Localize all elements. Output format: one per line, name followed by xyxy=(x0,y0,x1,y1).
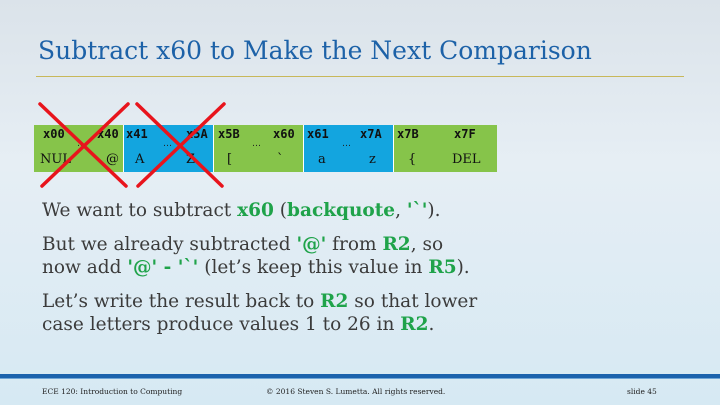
ellipsis: … xyxy=(342,139,352,149)
text: But we already subtracted xyxy=(42,234,297,255)
highlight-expression: '@' - '`' xyxy=(127,257,199,278)
text: Let’s write the result back to xyxy=(42,291,321,312)
ascii-segment-symbols-2: x5B x60 … [ ` xyxy=(214,125,304,172)
text: ). xyxy=(456,257,470,278)
from-code: x61 xyxy=(307,127,329,141)
highlight-register: R2 xyxy=(320,291,349,312)
footer-course: ECE 120: Introduction to Computing xyxy=(42,387,183,396)
to-char: Z xyxy=(186,152,196,167)
highlight-term: backquote xyxy=(287,200,396,221)
from-char: { xyxy=(408,152,417,167)
highlight-register: R2 xyxy=(400,314,429,335)
title-divider xyxy=(36,76,684,77)
from-char: a xyxy=(318,152,326,167)
footer-bar-accent xyxy=(0,378,720,379)
highlight-register: R5 xyxy=(428,257,457,278)
text: now add xyxy=(42,257,128,278)
text: so that lower xyxy=(348,291,478,312)
to-char: DEL xyxy=(452,152,481,167)
ascii-segment-lowercase: x61 x7A … a z xyxy=(304,125,394,172)
highlight-char: '@' xyxy=(296,234,327,255)
slide-body: We want to subtract x60 (backquote, '`')… xyxy=(42,199,682,347)
paragraph-2: But we already subtracted '@' from R2, s… xyxy=(42,233,682,279)
to-code: x7A xyxy=(360,127,382,141)
ascii-range-table: x00 x40 … NUL @ x41 x5A … A Z x5B x60 … … xyxy=(34,125,497,172)
text: ( xyxy=(273,200,288,221)
ascii-segment-control-symbols: x00 x40 … NUL @ xyxy=(34,125,124,172)
paragraph-3: Let’s write the result back to R2 so tha… xyxy=(42,290,682,336)
from-char: NUL xyxy=(40,152,71,167)
from-code: x41 xyxy=(126,127,148,141)
text: . xyxy=(428,314,435,335)
from-code: x5B xyxy=(218,127,240,141)
to-code: x60 xyxy=(273,127,295,141)
highlight-code: x60 xyxy=(237,200,274,221)
from-code: x00 xyxy=(43,127,65,141)
to-code: x5A xyxy=(186,127,208,141)
text: , xyxy=(395,200,407,221)
text: from xyxy=(326,234,383,255)
to-char: ` xyxy=(277,152,284,167)
footer-copyright: © 2016 Steven S. Lumetta. All rights res… xyxy=(266,387,446,396)
to-char: @ xyxy=(106,152,119,167)
text: ). xyxy=(427,200,441,221)
slide-title: Subtract x60 to Make the Next Comparison xyxy=(38,36,592,65)
text: (let’s keep this value in xyxy=(198,257,429,278)
ellipsis: … xyxy=(252,139,262,149)
from-code: x7B xyxy=(397,127,419,141)
ellipsis: … xyxy=(163,139,173,149)
paragraph-1: We want to subtract x60 (backquote, '`')… xyxy=(42,199,682,222)
highlight-char: '`' xyxy=(406,200,428,221)
footer-slide-number: slide 45 xyxy=(627,387,657,396)
to-char: z xyxy=(369,152,376,167)
to-code: x40 xyxy=(97,127,119,141)
highlight-register: R2 xyxy=(382,234,411,255)
ascii-segment-symbols-3: x7B x7F { DEL xyxy=(394,125,497,172)
ellipsis: … xyxy=(77,139,87,149)
text: We want to subtract xyxy=(42,200,238,221)
from-char: [ xyxy=(227,152,233,167)
from-char: A xyxy=(135,152,145,167)
footer-bar xyxy=(0,374,720,378)
text: , so xyxy=(410,234,444,255)
to-code: x7F xyxy=(454,127,476,141)
ascii-segment-uppercase: x41 x5A … A Z xyxy=(124,125,214,172)
text: case letters produce values 1 to 26 in xyxy=(42,314,401,335)
